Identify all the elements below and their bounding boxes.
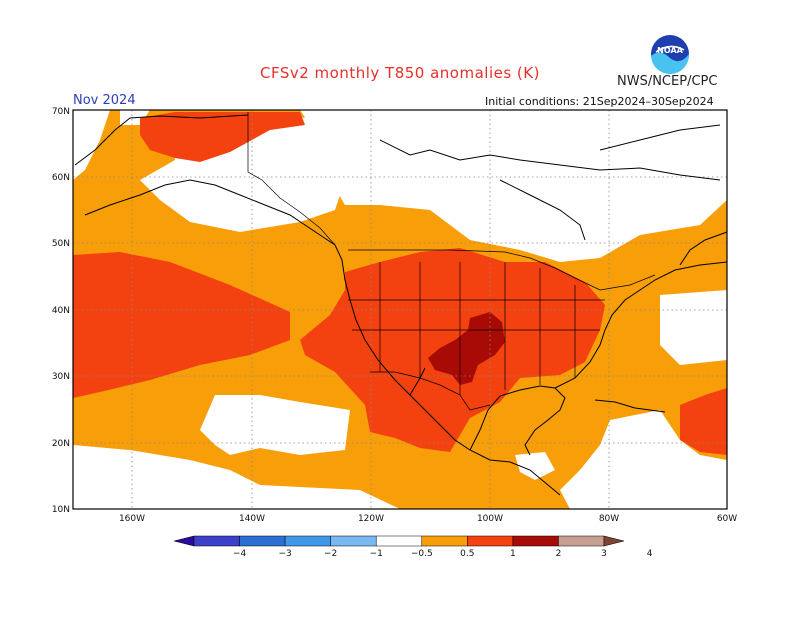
graticule bbox=[73, 110, 727, 509]
lat-label: 70N bbox=[52, 107, 70, 117]
colorbar-swatch bbox=[558, 535, 605, 547]
colorbar-label: 0.5 bbox=[460, 549, 474, 559]
logo-text: NOAA bbox=[657, 46, 683, 55]
lon-label: 120W bbox=[358, 514, 384, 524]
lon-label: 100W bbox=[477, 514, 503, 524]
lon-label: 60W bbox=[717, 514, 737, 524]
lat-label: 60N bbox=[52, 173, 70, 183]
forecast-month: Nov 2024 bbox=[73, 93, 136, 108]
white-region-canada bbox=[300, 110, 727, 262]
warm-region-north-pacific bbox=[73, 252, 290, 398]
white-region-subtropic-pacific bbox=[200, 395, 350, 455]
colorbar-swatch bbox=[284, 535, 331, 547]
latitude-labels: 70N 60N 50N 40N 30N 20N 10N bbox=[52, 107, 70, 515]
colorbar-label: 2 bbox=[556, 549, 562, 559]
anomaly-field bbox=[73, 110, 727, 509]
colorbar-swatch bbox=[330, 535, 377, 547]
map-frame bbox=[72, 109, 728, 510]
colorbar-swatch bbox=[512, 535, 559, 547]
lat-label: 10N bbox=[52, 505, 70, 515]
white-region-atlantic-north bbox=[660, 290, 727, 365]
initial-conditions: Initial conditions: 21Sep2024–30Sep2024 bbox=[485, 95, 714, 108]
colorbar-end-high bbox=[603, 535, 625, 547]
political-borders bbox=[247, 112, 656, 411]
colorbar-label: −0.5 bbox=[411, 549, 433, 559]
warm-region-caribbean bbox=[680, 388, 727, 455]
colorbar-label: 3 bbox=[601, 549, 607, 559]
lon-label: 140W bbox=[239, 514, 265, 524]
white-region-north-pacific-west bbox=[73, 110, 110, 180]
colorbar-end-low bbox=[173, 535, 195, 547]
lat-label: 30N bbox=[52, 372, 70, 382]
lon-label: 160W bbox=[119, 514, 145, 524]
colorbar-label: 4 bbox=[647, 549, 653, 559]
lat-label: 40N bbox=[52, 306, 70, 316]
colorbar-swatch bbox=[239, 535, 286, 547]
colorbar-swatch bbox=[375, 535, 423, 547]
colorbar-label: 1 bbox=[510, 549, 516, 559]
lon-label: 80W bbox=[599, 514, 619, 524]
warm-region-arctic-coast bbox=[140, 112, 305, 162]
colorbar: −4 −3 −2 −1 −0.5 0.5 1 2 3 4 bbox=[173, 535, 653, 559]
longitude-labels: 160W 140W 120W 100W 80W 60W bbox=[119, 514, 737, 524]
colorbar-swatch bbox=[193, 535, 240, 547]
colorbar-label: −4 bbox=[233, 549, 247, 559]
white-region-southwest bbox=[73, 445, 400, 509]
lat-label: 20N bbox=[52, 439, 70, 449]
noaa-logo-icon: NOAA bbox=[651, 35, 690, 74]
white-region-gulf bbox=[515, 452, 555, 480]
agency-label: NWS/NCEP/CPC bbox=[617, 74, 718, 89]
colorbar-swatch bbox=[467, 535, 514, 547]
colorbar-swatch bbox=[421, 535, 468, 547]
map-title: CFSv2 monthly T850 anomalies (K) bbox=[260, 64, 540, 82]
lat-label: 50N bbox=[52, 239, 70, 249]
colorbar-label: −1 bbox=[370, 549, 383, 559]
colorbar-label: −2 bbox=[324, 549, 337, 559]
colorbar-label: −3 bbox=[278, 549, 291, 559]
white-region-atlantic-south bbox=[560, 410, 727, 509]
